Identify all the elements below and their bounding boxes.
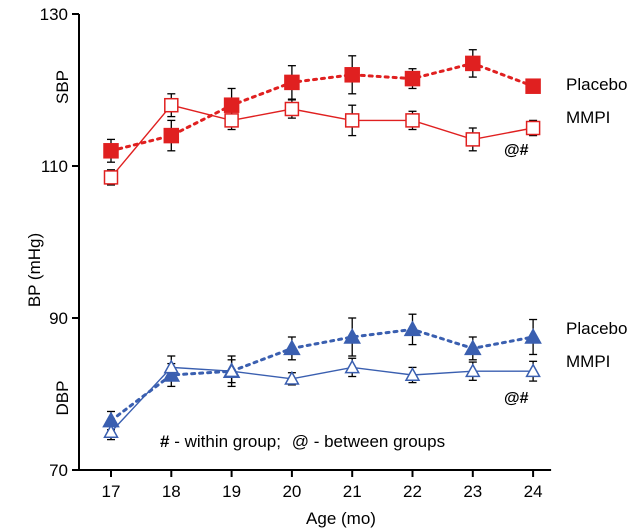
sbp-placebo-marker	[404, 70, 421, 87]
y-tick-label: 90	[49, 309, 68, 328]
sbp-mmpi-marker	[224, 113, 239, 128]
dbp-mmpi-marker	[163, 359, 180, 374]
x-tick-label: 24	[524, 482, 543, 501]
y-tick-label: 70	[49, 461, 68, 480]
x-tick-label: 18	[162, 482, 181, 501]
sbp-placebo-marker	[525, 78, 541, 94]
dbp-mmpi-marker	[404, 366, 421, 381]
label-sbp-placebo: Placebo	[566, 75, 627, 94]
note-at-symbol: @	[292, 432, 309, 451]
label-dbp-placebo: Placebo	[566, 319, 627, 338]
sbp-mmpi-marker	[465, 132, 481, 147]
sbp-mmpi-line	[110, 104, 534, 178]
dbp-placebo-marker	[343, 327, 361, 344]
sbp-placebo-marker	[284, 74, 300, 91]
sbp-mmpi-marker	[344, 113, 360, 128]
dbp-placebo-marker	[283, 339, 301, 356]
dbp-mmpi-marker	[465, 363, 481, 378]
sbp-mmpi-marker	[405, 113, 420, 128]
panel-label-sbp: SBP	[53, 70, 72, 104]
x-tick-label: 19	[222, 482, 241, 501]
x-axis-title: Age (mo)	[306, 509, 376, 528]
dbp-mmpi-marker	[525, 363, 541, 378]
x-ticks: 17 18 19 20 21 22 23 24	[102, 470, 543, 501]
dbp-mmpi-marker	[344, 359, 360, 374]
note-hash-symbol: #	[160, 432, 170, 451]
note-at-text: - between groups	[314, 432, 445, 451]
sbp-mmpi-marker	[103, 170, 119, 185]
series-markers	[102, 55, 542, 438]
x-tick-label: 20	[282, 482, 301, 501]
sbp-placebo-marker	[103, 143, 119, 159]
sbp-placebo-marker	[223, 97, 240, 113]
x-tick-label: 17	[102, 482, 121, 501]
y-axis-title: BP (mHg)	[25, 233, 44, 307]
dbp-placebo-line	[109, 327, 535, 423]
note-hash-text: - within group;	[174, 432, 281, 451]
sbp-mmpi-marker	[164, 97, 179, 113]
label-sbp-mmpi: MMPI	[566, 108, 610, 127]
y-tick-label: 130	[40, 5, 68, 24]
dbp-placebo-marker	[524, 327, 542, 344]
sbp-placebo-line	[109, 61, 535, 153]
panel-label-dbp: DBP	[53, 381, 72, 416]
x-tick-label: 23	[463, 482, 482, 501]
axes	[78, 14, 552, 471]
x-tick-label: 21	[343, 482, 362, 501]
dbp-mmpi-marker	[223, 363, 240, 378]
sbp-mmpi-marker	[525, 120, 541, 136]
sbp-placebo-marker	[465, 55, 481, 72]
dbp-mmpi-line	[110, 366, 534, 433]
sbp-significance: @#	[504, 142, 529, 159]
series-lines	[109, 61, 535, 433]
dbp-mmpi-marker	[103, 423, 119, 438]
dbp-placebo-marker	[464, 339, 482, 356]
dbp-placebo-marker	[403, 320, 422, 337]
dbp-placebo-marker	[162, 365, 181, 382]
sbp-placebo-marker	[344, 67, 360, 83]
y-tick-label: 110	[41, 157, 68, 176]
significance-note: # - within group; @ - between groups	[160, 432, 445, 451]
x-tick-label: 22	[403, 482, 422, 501]
dbp-significance: @#	[504, 390, 529, 407]
sbp-placebo-marker	[163, 127, 180, 144]
sbp-mmpi-marker	[284, 101, 300, 117]
label-dbp-mmpi: MMPI	[566, 352, 610, 371]
y-ticks: 70 90 110 130	[40, 5, 79, 480]
dbp-mmpi-marker	[284, 370, 300, 385]
